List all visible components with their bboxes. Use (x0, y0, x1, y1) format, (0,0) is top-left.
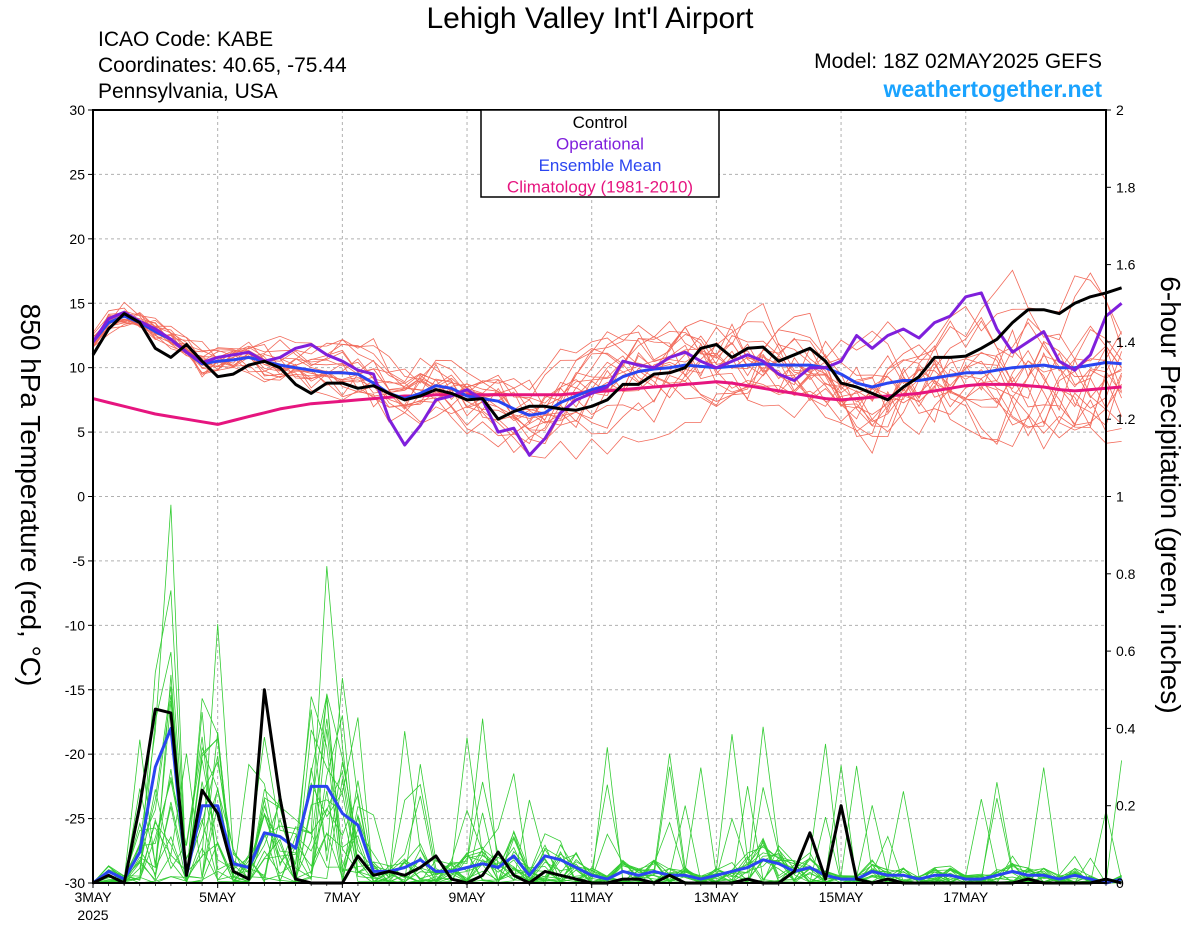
temperature-member-line (92, 272, 1122, 445)
climatology-1981-2010-temp-line (92, 380, 1122, 426)
y-tick-label: 20 (69, 231, 85, 247)
y-tick-label: -5 (73, 553, 86, 569)
precipitation-member-line (92, 698, 1122, 884)
y2-tick-label: 0.6 (1116, 643, 1136, 659)
y2-tick-label: 0.4 (1116, 720, 1136, 736)
model-run: Model: 18Z 02MAY2025 GEFS (814, 50, 1102, 73)
temperature-member-line (92, 312, 1122, 443)
temperature-member-line (92, 301, 1122, 448)
axes: 302520151050-5-10-15-20-25-3021.81.61.41… (65, 102, 1136, 923)
temperature-member-line (92, 320, 1122, 445)
y2-tick-label: 0.8 (1116, 566, 1136, 582)
y-tick-label: 5 (77, 424, 85, 440)
temperature-member-line (92, 302, 1122, 419)
y2-tick-label: 1 (1116, 489, 1124, 505)
y2-tick-label: 2 (1116, 102, 1124, 118)
y-tick-label: 10 (69, 360, 85, 376)
legend-box (480, 109, 720, 198)
grid-lines (93, 110, 1106, 883)
x-tick-label: 9MAY (448, 889, 486, 905)
precipitation-member-line (92, 566, 1122, 884)
legend-item: Control (573, 113, 628, 132)
legend-item: Climatology (1981-2010) (507, 178, 693, 197)
precipitation-member-line (92, 698, 1122, 884)
precipitation-member-line (92, 729, 1122, 884)
coordinates: Coordinates: 40.65, -75.44 (98, 54, 347, 77)
temperature-member-line (92, 269, 1122, 431)
y2-tick-label: 0 (1116, 875, 1124, 891)
precipitation-member-line (92, 736, 1122, 884)
precipitation-member-line (92, 693, 1122, 884)
precipitation-member-line (92, 695, 1122, 884)
precipitation-members (92, 504, 1122, 884)
temperature-member-line (92, 313, 1122, 444)
legend: Control Operational Ensemble Mean Climatolo… (480, 109, 720, 198)
precipitation-member-line (92, 674, 1122, 884)
precipitation-member-line (92, 504, 1122, 884)
precipitation-member-line (92, 738, 1122, 884)
x-tick-label: 3MAY (74, 889, 112, 905)
x-tick-label: 5MAY (199, 889, 237, 905)
precipitation-member-line (92, 734, 1122, 884)
y-tick-label: 15 (69, 295, 85, 311)
y2-tick-label: 1.8 (1116, 179, 1136, 195)
control-temp-line (91, 286, 1123, 421)
precipitation-member-line (92, 651, 1122, 884)
y-tick-label: 0 (77, 489, 85, 505)
legend-item: Operational (556, 135, 644, 154)
x-tick-label: 11MAY (570, 889, 614, 905)
x-tick-label: 15MAY (819, 889, 865, 905)
x-tick-label: 17MAY (943, 889, 989, 905)
x-tick-label: 7MAY (324, 889, 362, 905)
y2-tick-label: 1.6 (1116, 257, 1136, 273)
y-tick-label: -15 (65, 682, 85, 698)
precipitation-member-line (92, 700, 1122, 884)
temperature-member-line (92, 312, 1122, 454)
precipitation-member-line (92, 677, 1122, 884)
region: Pennsylvania, USA (98, 80, 278, 103)
y-tick-label: -25 (65, 811, 85, 827)
ensemble-mean-precip-line (92, 726, 1122, 885)
temperature-member-line (92, 313, 1122, 437)
precipitation-member-line (92, 623, 1122, 884)
y2-tick-label: 1.4 (1116, 334, 1136, 350)
site-link[interactable]: weathertogether.net (883, 76, 1102, 102)
x-tick-label: 13MAY (694, 889, 740, 905)
y-tick-label: -20 (65, 746, 85, 762)
chart-title: Lehigh Valley Int'l Airport (426, 2, 754, 35)
y-tick-label: -10 (65, 617, 85, 633)
y-tick-label: 30 (69, 102, 85, 118)
legend-item: Ensemble Mean (539, 156, 662, 175)
y-tick-label: 25 (69, 166, 85, 182)
precipitation-member-line (92, 729, 1122, 884)
x-tick-sublabel: 2025 (77, 907, 108, 923)
y-tick-label: -30 (65, 875, 85, 891)
temperature-member-line (92, 318, 1122, 460)
y2-tick-label: 1.2 (1116, 411, 1136, 427)
y2-tick-label: 0.2 (1116, 798, 1136, 814)
icao-code: ICAO Code: KABE (98, 28, 274, 51)
temperature-member-line (92, 318, 1122, 431)
precipitation-member-line (92, 590, 1122, 884)
